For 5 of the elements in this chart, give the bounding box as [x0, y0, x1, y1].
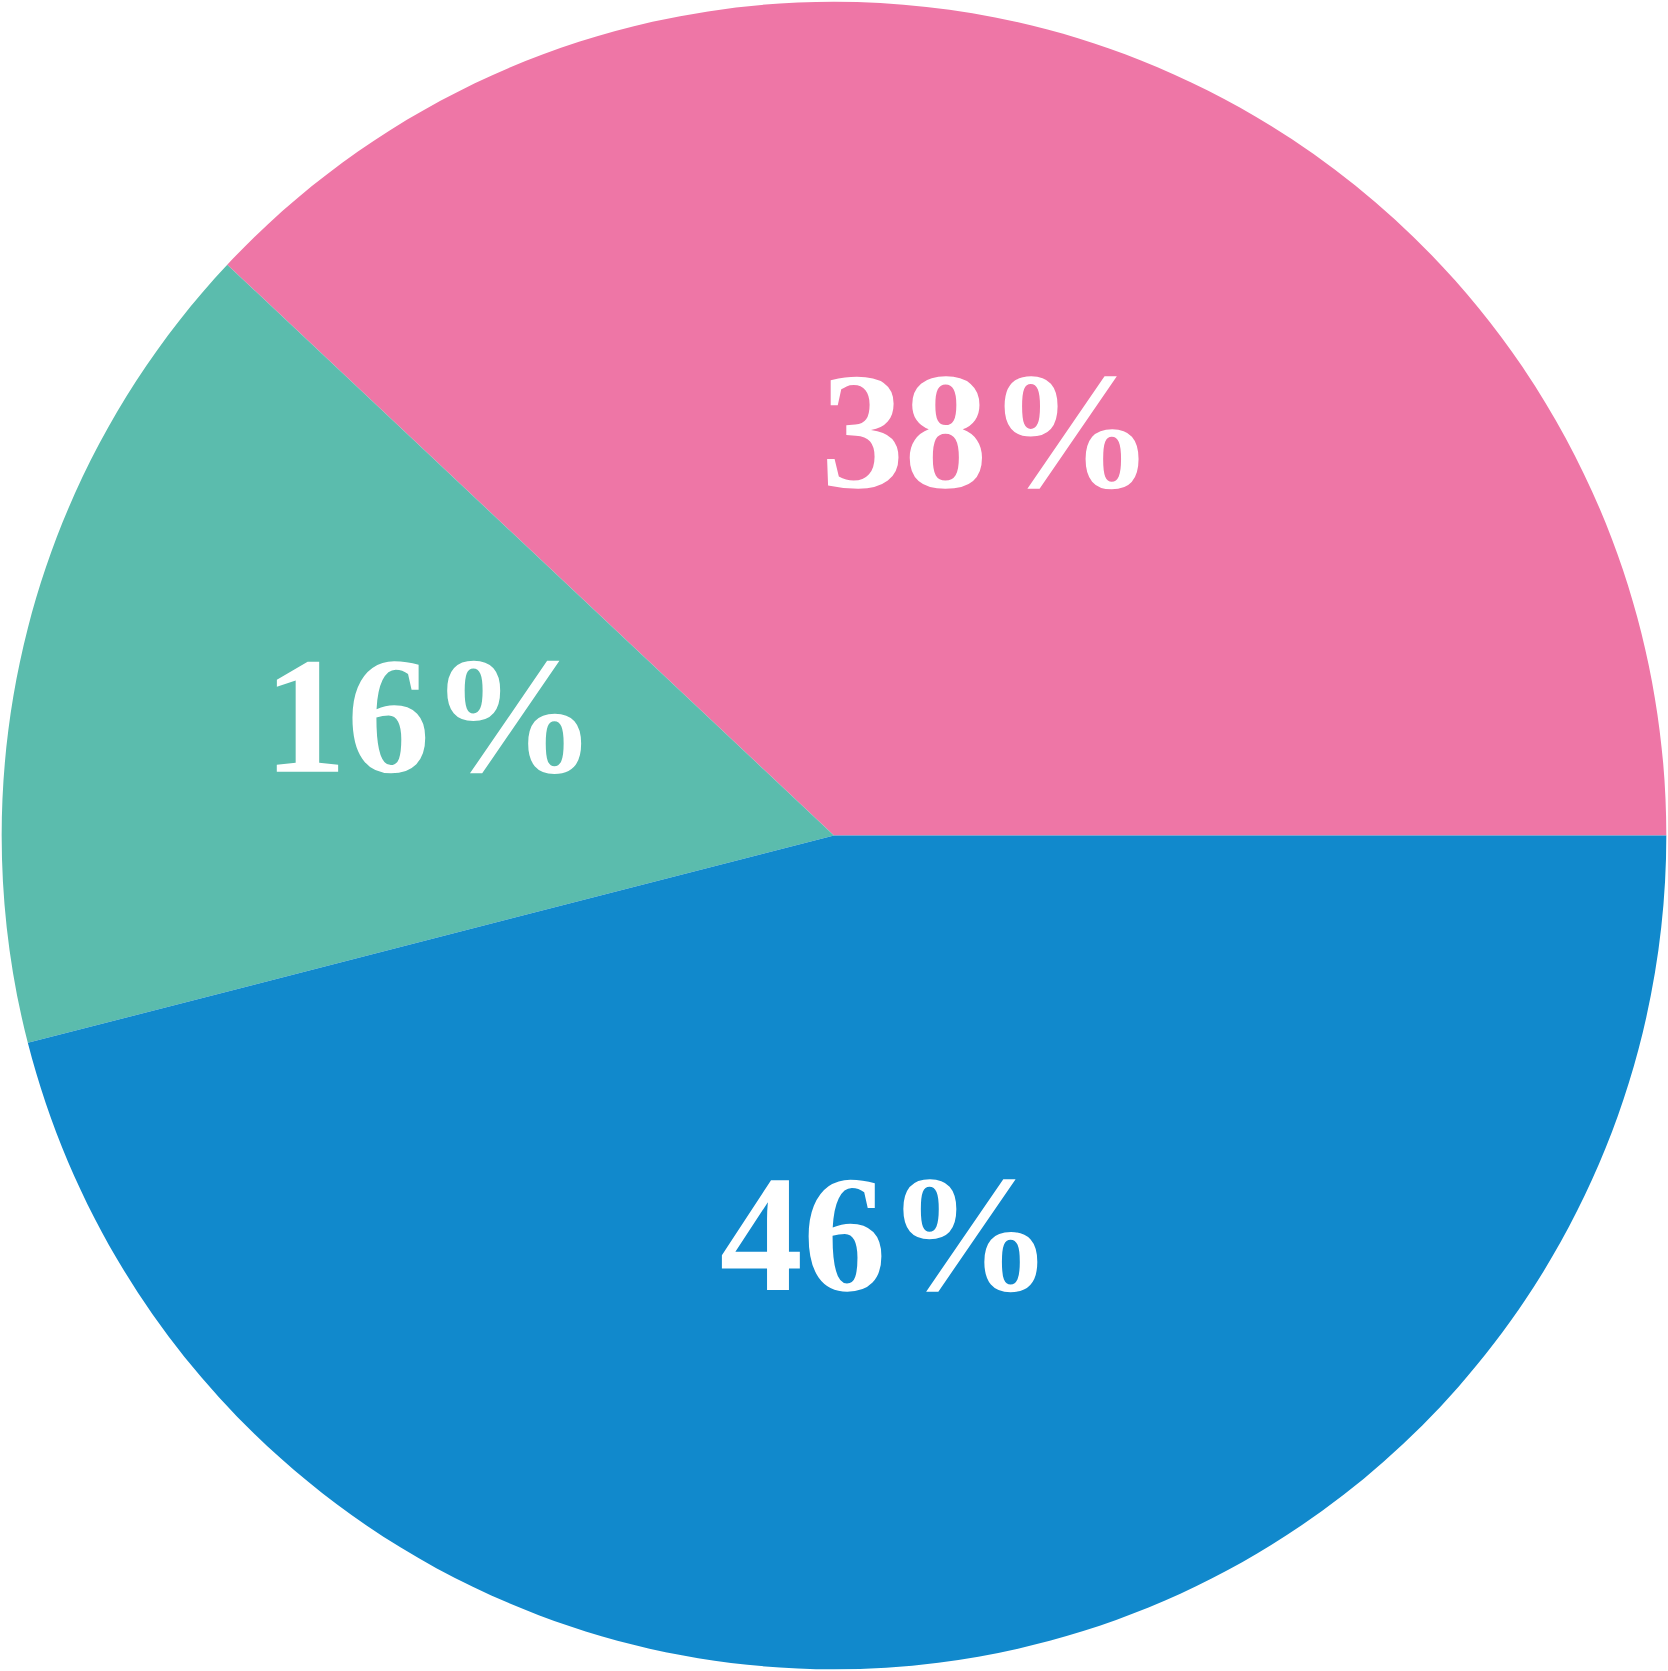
data-label: 38%	[827, 376, 1139, 490]
pie-slice	[227, 1, 1667, 836]
data-label: 46%	[721, 1179, 1038, 1293]
data-label: 16%	[276, 660, 582, 774]
pie-slice	[27, 835, 1667, 1670]
